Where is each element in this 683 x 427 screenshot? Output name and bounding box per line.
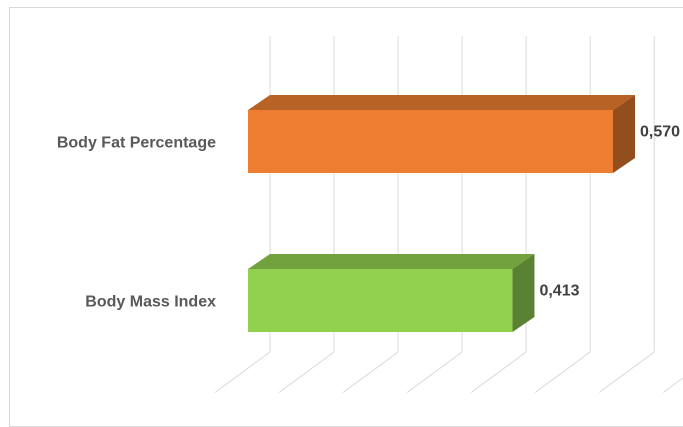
bar-top-body-mass-index [248, 254, 535, 269]
floor-gridline-0 [214, 351, 271, 393]
value-label-body-fat-percentage: 0,570 [640, 124, 680, 141]
value-label-body-mass-index: 0,413 [539, 283, 579, 300]
bar-chart: Body Fat Percentage Body Mass Index 0,570… [57, 36, 683, 393]
bar-body-fat-percentage [248, 95, 635, 173]
floor-gridline-7 [662, 377, 683, 393]
bar-front-body-mass-index [248, 269, 513, 332]
category-label-body-mass-index: Body Mass Index [85, 294, 216, 311]
floor-gridline-1 [278, 351, 335, 393]
bars [248, 95, 635, 332]
floor-gridline-6 [598, 351, 655, 393]
category-labels: Body Fat Percentage Body Mass Index [57, 135, 216, 311]
bar-front-body-fat-percentage [248, 110, 613, 173]
floor-gridline-5 [534, 351, 591, 393]
category-label-body-fat-percentage: Body Fat Percentage [57, 135, 216, 152]
bar-top-body-fat-percentage [248, 95, 635, 110]
gridlines [214, 36, 683, 393]
chart-frame [9, 7, 683, 427]
floor-gridline-3 [406, 351, 463, 393]
bar-side-body-fat-percentage [613, 95, 635, 173]
floor-gridline-4 [470, 351, 527, 393]
floor-gridline-2 [342, 351, 399, 393]
bar-body-mass-index [248, 254, 535, 332]
value-labels: 0,570 0,413 [539, 124, 680, 300]
bar-side-body-mass-index [512, 254, 535, 332]
